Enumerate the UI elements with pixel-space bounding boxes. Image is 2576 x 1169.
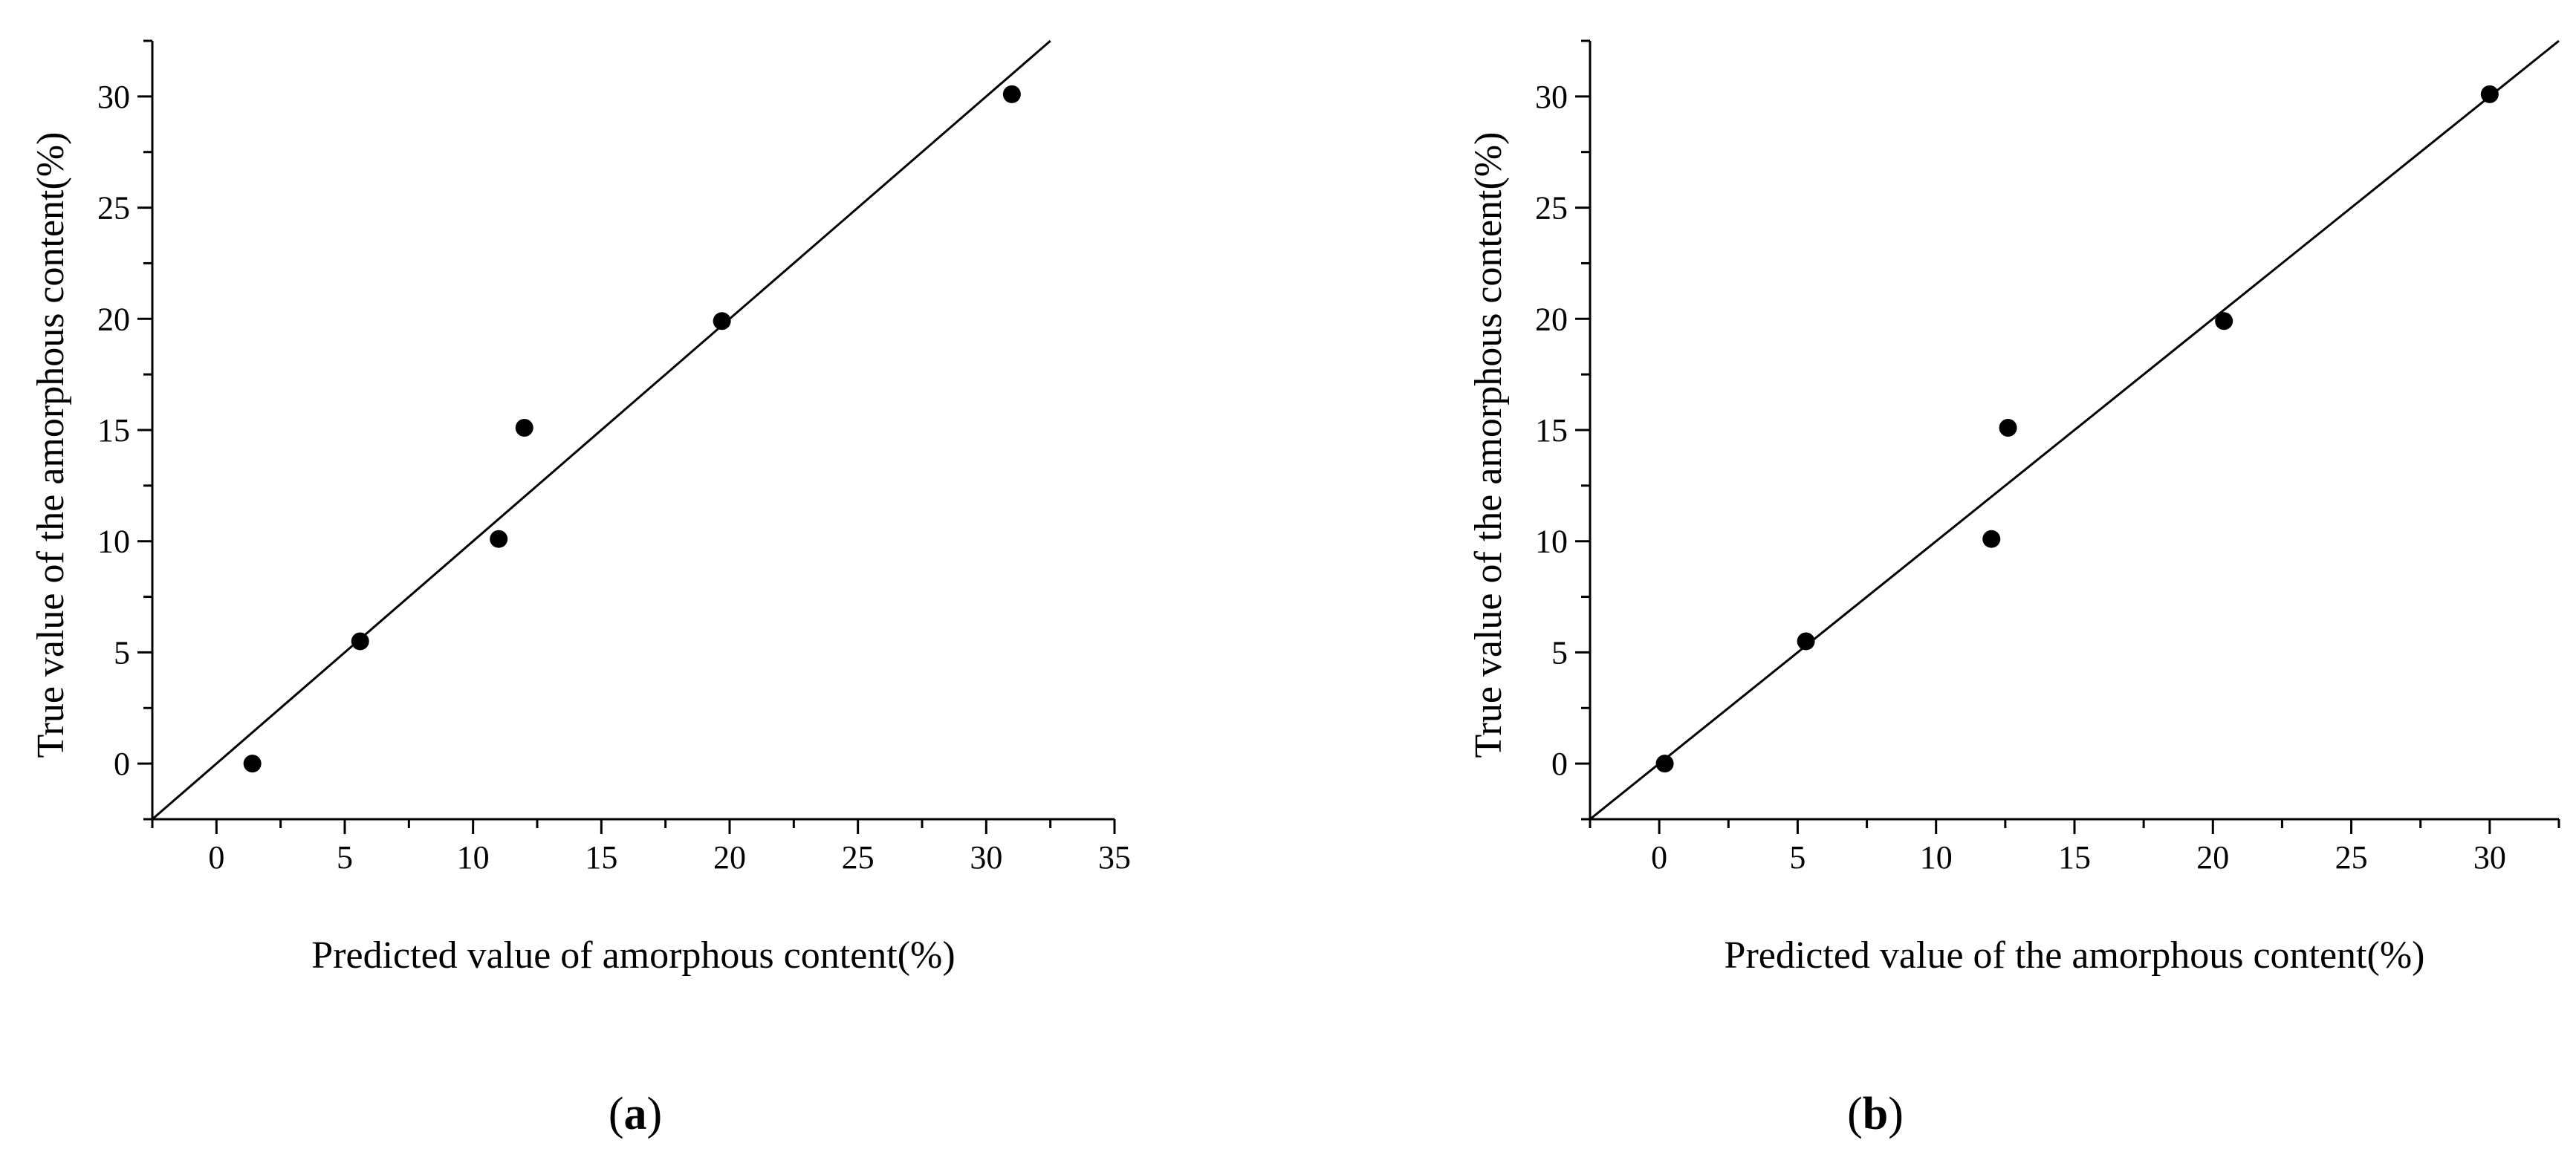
scatter-plot-b: 0 5 10 15 20 25 30 0 5 10 15 20 25 30 Predicted value… [1467,39,2560,977]
data-point [1002,85,1021,103]
y-tick-label: 30 [1535,79,1568,115]
points-layer [243,85,1021,773]
panel-label: a [623,1089,647,1139]
data-point [1797,632,1815,651]
y-tick-label: 20 [97,301,130,337]
chart-panel-a: 0 5 10 15 20 25 30 35 0 5 10 15 20 25 30 Predicted val… [30,39,1131,1139]
y-tick-label: 25 [1535,190,1568,227]
data-point [1982,530,2001,548]
x-tick-label: 15 [2058,839,2091,876]
data-point [351,632,369,651]
y-tick-label: 10 [97,524,130,560]
data-point [490,530,508,548]
fit-line [1589,39,2560,821]
x-axis-title: Predicted value of the amorphous content… [1725,934,2425,977]
panel-caption-a: (a) [608,1089,663,1139]
x-axis-title: Predicted value of amorphous content(%) [311,934,955,977]
x-tick-label: 20 [2196,839,2229,876]
panel-caption-b: (b) [1847,1089,1904,1139]
x-tick-label: 10 [457,839,490,876]
data-point [1655,755,1674,773]
panel-label: b [1862,1089,1889,1139]
axes-layer: 0 5 10 15 20 25 30 35 0 5 10 15 20 25 30 [97,39,1131,876]
x-tick-label: 30 [970,839,1002,876]
data-point [2215,312,2233,330]
data-point [2480,85,2499,103]
y-axis-title: True value of the amorphous content(%) [1467,132,1510,758]
y-tick-label: 15 [1535,412,1568,449]
x-tick-label: 35 [1098,839,1131,876]
axes-layer: 0 5 10 15 20 25 30 0 5 10 15 20 25 30 [1535,39,2560,876]
data-point [1999,419,2017,437]
data-point [515,419,533,437]
x-tick-label: 5 [337,839,353,876]
x-tick-label: 0 [208,839,224,876]
y-tick-label: 15 [97,412,130,449]
x-tick-label: 30 [2473,839,2506,876]
fit-line-layer [152,39,1051,821]
y-axis-title: True value of the amorphous content(%) [30,132,72,758]
y-tick-label: 0 [1551,746,1568,782]
x-tick-label: 10 [1920,839,1953,876]
y-tick-label: 25 [97,190,130,227]
x-tick-label: 20 [713,839,746,876]
x-tick-label: 25 [2335,839,2368,876]
scatter-plot-a: 0 5 10 15 20 25 30 35 0 5 10 15 20 25 30 Predicted val… [30,39,1131,977]
data-point [243,755,262,773]
x-tick-label: 0 [1651,839,1667,876]
fit-line [152,39,1051,821]
fit-line-layer [1589,39,2560,821]
y-tick-label: 10 [1535,524,1568,560]
x-tick-label: 25 [842,839,875,876]
y-tick-label: 20 [1535,301,1568,337]
y-tick-label: 30 [97,79,130,115]
y-tick-label: 5 [1551,634,1568,671]
points-layer [1655,85,2499,773]
y-tick-label: 5 [114,634,130,671]
x-tick-label: 15 [585,839,617,876]
data-point [713,312,731,330]
y-tick-label: 0 [114,746,130,782]
x-tick-label: 5 [1789,839,1806,876]
chart-panel-b: 0 5 10 15 20 25 30 0 5 10 15 20 25 30 Predicted value… [1288,0,2576,1169]
